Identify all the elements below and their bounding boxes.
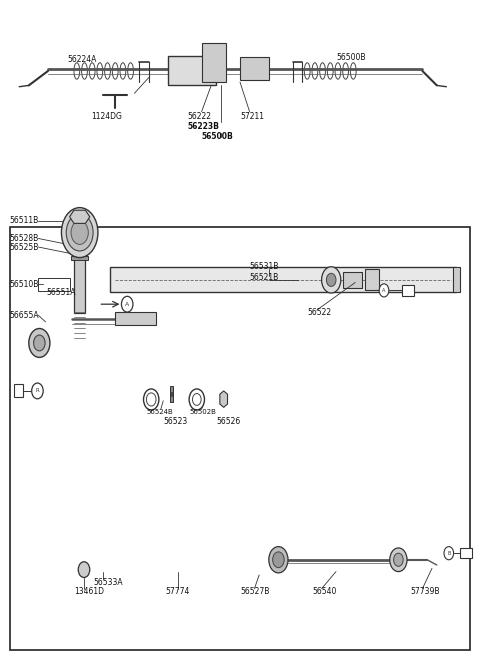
Text: 56533A: 56533A bbox=[94, 578, 123, 587]
Text: 13461D: 13461D bbox=[74, 587, 105, 596]
Circle shape bbox=[71, 221, 88, 244]
Text: 56523: 56523 bbox=[163, 417, 188, 426]
Text: 57774: 57774 bbox=[166, 587, 190, 596]
Bar bbox=[170, 386, 173, 402]
Text: 56527B: 56527B bbox=[240, 587, 269, 596]
Bar bbox=[115, 312, 156, 325]
Circle shape bbox=[146, 393, 156, 406]
Circle shape bbox=[61, 208, 98, 258]
Bar bbox=[71, 256, 88, 260]
Text: 56222: 56222 bbox=[187, 112, 211, 122]
Text: 56502B: 56502B bbox=[190, 409, 216, 415]
Circle shape bbox=[269, 547, 288, 573]
Text: 56655A: 56655A bbox=[10, 311, 39, 320]
Circle shape bbox=[273, 552, 284, 568]
Text: 56526: 56526 bbox=[216, 417, 240, 426]
Text: 57211: 57211 bbox=[240, 112, 264, 122]
Circle shape bbox=[192, 394, 201, 405]
Circle shape bbox=[29, 328, 50, 357]
Bar bbox=[171, 392, 172, 396]
Bar bbox=[460, 548, 472, 558]
Circle shape bbox=[394, 553, 403, 566]
Circle shape bbox=[379, 284, 389, 297]
Text: 56510B: 56510B bbox=[10, 280, 39, 289]
Bar bbox=[71, 246, 88, 251]
Text: 56524B: 56524B bbox=[146, 409, 173, 415]
Text: 56528B: 56528B bbox=[10, 234, 39, 243]
Bar bbox=[110, 267, 456, 292]
Polygon shape bbox=[220, 391, 228, 407]
Text: B: B bbox=[447, 551, 451, 556]
Text: 56224A: 56224A bbox=[67, 55, 96, 64]
Circle shape bbox=[390, 548, 407, 572]
Circle shape bbox=[34, 335, 45, 351]
Circle shape bbox=[32, 383, 43, 399]
Bar bbox=[38, 278, 70, 291]
Text: 56540: 56540 bbox=[312, 587, 336, 596]
Circle shape bbox=[66, 214, 93, 251]
Text: 57739B: 57739B bbox=[410, 587, 440, 596]
Circle shape bbox=[189, 389, 204, 410]
Text: 56551A: 56551A bbox=[46, 288, 75, 297]
Text: 1124DG: 1124DG bbox=[91, 112, 122, 122]
Circle shape bbox=[444, 547, 454, 560]
Bar bbox=[240, 57, 269, 80]
Text: A: A bbox=[382, 288, 386, 293]
Text: A: A bbox=[125, 302, 129, 307]
Bar bbox=[343, 272, 362, 288]
Bar bbox=[72, 252, 87, 256]
Bar bbox=[168, 56, 216, 85]
Bar bbox=[14, 384, 23, 397]
Text: 56521B: 56521B bbox=[250, 273, 279, 282]
Text: R: R bbox=[36, 388, 39, 394]
Text: 56531B: 56531B bbox=[250, 262, 279, 271]
Circle shape bbox=[322, 267, 341, 293]
Text: 56511B: 56511B bbox=[10, 216, 39, 225]
Circle shape bbox=[78, 562, 90, 578]
Bar bbox=[202, 43, 226, 82]
Bar bbox=[365, 269, 379, 290]
Bar bbox=[10, 227, 470, 650]
Circle shape bbox=[121, 296, 133, 312]
Polygon shape bbox=[70, 210, 90, 223]
Circle shape bbox=[326, 273, 336, 286]
Bar bbox=[402, 285, 414, 296]
Text: 56522: 56522 bbox=[307, 308, 331, 317]
Circle shape bbox=[144, 389, 159, 410]
Bar bbox=[74, 234, 85, 313]
Bar bbox=[453, 267, 460, 292]
Text: 56525B: 56525B bbox=[10, 242, 39, 252]
Polygon shape bbox=[115, 549, 276, 572]
Text: 56500B: 56500B bbox=[336, 53, 365, 62]
Text: 56223B: 56223B bbox=[187, 122, 219, 131]
Text: 56500B: 56500B bbox=[202, 132, 233, 141]
FancyBboxPatch shape bbox=[41, 309, 122, 378]
